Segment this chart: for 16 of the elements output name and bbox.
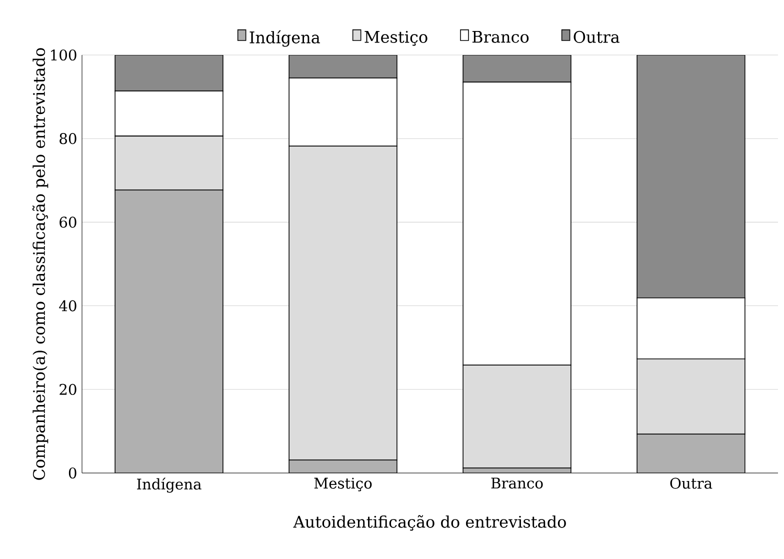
y-tick-label: 60: [60, 216, 76, 228]
legend-label: Indígena: [250, 30, 320, 47]
y-tick-label: 100: [51, 49, 76, 61]
x-tick-label: Outra: [670, 478, 712, 489]
legend-label: Branco: [472, 30, 529, 43]
x-tick-label: Indígena: [137, 478, 202, 493]
y-tick-label: 0: [68, 467, 76, 479]
y-tick-label: 40: [59, 300, 76, 312]
x-tick-label: Mestiço: [314, 478, 372, 492]
x-tick-label: Branco: [491, 478, 543, 489]
y-axis-title: Companheiro(a) como classificação pelo entrevistado: [32, 48, 48, 480]
legend-label: Outra: [574, 30, 620, 43]
y-tick-label: 80: [60, 133, 76, 144]
x-axis-title: Autoidentificação do entrevistado: [293, 515, 566, 531]
y-tick-label: 20: [60, 384, 76, 395]
legend-label: Mestiço: [364, 30, 428, 46]
